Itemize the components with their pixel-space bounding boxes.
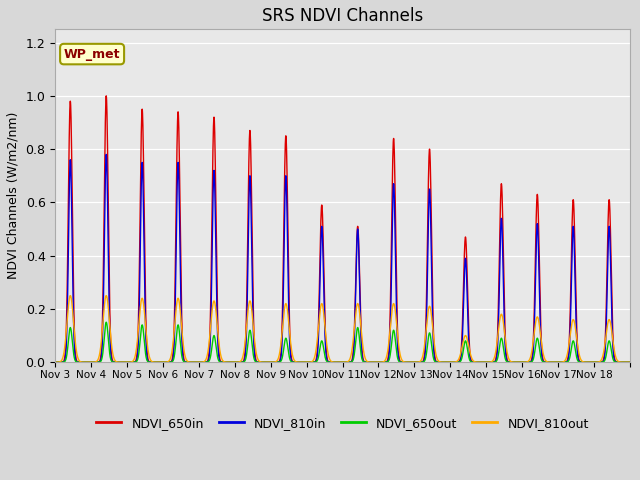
Line: NDVI_650out: NDVI_650out (55, 322, 630, 362)
Line: NDVI_650in: NDVI_650in (55, 96, 630, 362)
NDVI_810in (467, 359, 475, 364)
Y-axis label: NDVI Channels (W/m2/nm): NDVI Channels (W/m2/nm) (7, 112, 20, 279)
Line: NDVI_810out: NDVI_810out (55, 296, 630, 362)
Title: SRS NDVI Channels: SRS NDVI Channels (262, 7, 423, 25)
NDVI_810in (102, 152, 110, 157)
NDVI_650in (626, 359, 634, 365)
NDVI_810in (504, 359, 511, 365)
NDVI_650out (538, 358, 546, 364)
NDVI_650out (102, 319, 110, 325)
NDVI_810out (169, 340, 177, 346)
NDVI_810in (626, 359, 634, 365)
NDVI_650in (467, 357, 475, 363)
NDVI_650in (169, 349, 177, 355)
NDVI_810in (417, 359, 424, 365)
NDVI_810out (51, 359, 59, 365)
Line: NDVI_810in: NDVI_810in (55, 155, 630, 362)
NDVI_650out (626, 359, 634, 365)
NDVI_650out (467, 359, 475, 365)
NDVI_650in (504, 358, 511, 364)
NDVI_810out (538, 345, 546, 350)
NDVI_650out (51, 359, 59, 365)
NDVI_650out (620, 359, 627, 365)
NDVI_810out (67, 293, 74, 299)
NDVI_810out (504, 352, 511, 358)
NDVI_650out (169, 358, 177, 363)
Legend: NDVI_650in, NDVI_810in, NDVI_650out, NDVI_810out: NDVI_650in, NDVI_810in, NDVI_650out, NDV… (92, 412, 594, 435)
NDVI_650in (620, 359, 627, 365)
NDVI_650out (504, 359, 511, 365)
NDVI_810out (626, 359, 634, 365)
NDVI_810in (169, 355, 177, 361)
NDVI_810out (417, 358, 424, 364)
Text: WP_met: WP_met (64, 48, 120, 60)
NDVI_650out (417, 359, 424, 365)
NDVI_810in (620, 359, 627, 365)
NDVI_650in (538, 351, 546, 357)
NDVI_650in (51, 359, 59, 365)
NDVI_650in (102, 93, 110, 99)
NDVI_810out (620, 359, 627, 365)
NDVI_650in (417, 359, 424, 365)
NDVI_810in (538, 356, 546, 361)
NDVI_810out (467, 353, 475, 359)
NDVI_810in (51, 359, 59, 365)
